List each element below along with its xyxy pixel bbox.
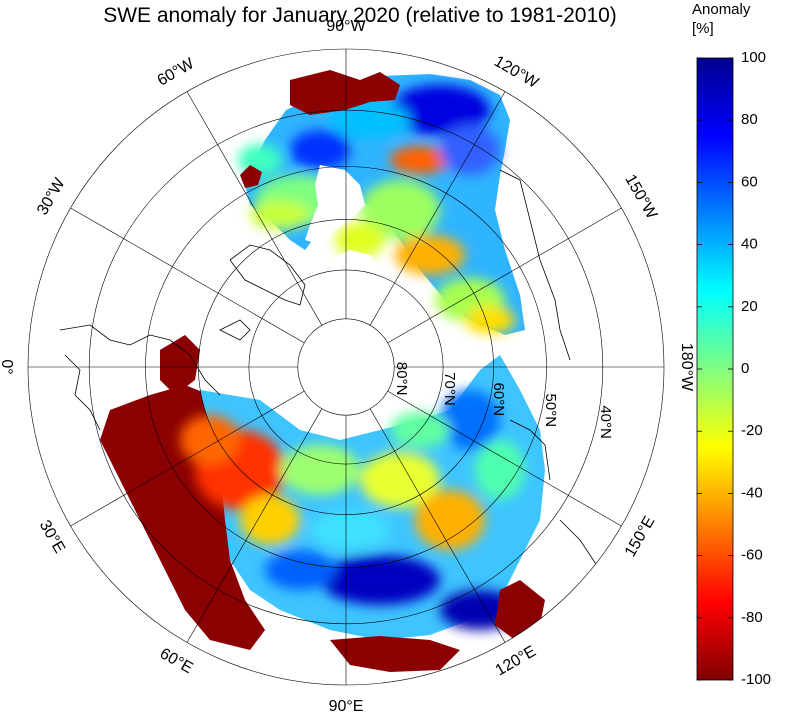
colorbar-tick-label: -40 — [741, 484, 763, 501]
longitude-label: 150°E — [622, 514, 659, 560]
colorbar-tick-label: 80 — [741, 111, 758, 128]
colorbar-tick-label: 0 — [741, 360, 749, 377]
swe-field-north-america — [238, 70, 525, 335]
colorbar-label-line2: [%] — [692, 20, 714, 37]
latitude-label: 80°N — [393, 362, 410, 396]
colorbar-tick-label: 40 — [741, 236, 758, 253]
longitude-label: 60°W — [155, 55, 198, 90]
longitude-label: 180°W — [678, 343, 695, 392]
graticule — [27, 48, 665, 686]
swe-field-eurasia — [100, 335, 545, 672]
longitude-label: 30°E — [36, 518, 68, 557]
latitude-label: 60°N — [490, 383, 507, 417]
meridian-line — [387, 390, 622, 527]
longitude-label: 30°W — [34, 175, 69, 218]
meridian-line — [70, 207, 305, 344]
ea-south-dry — [330, 636, 460, 672]
polar-map: 90°W 120°W 150°W 180°W 150°E 120°E 90°E 60°E 30°… — [0, 18, 695, 715]
meridian-line — [369, 91, 506, 326]
scandinavia-dry — [160, 335, 200, 395]
longitude-label: 0° — [0, 359, 15, 374]
longitude-label: 120°W — [491, 53, 542, 92]
colorbar-tick-label: 60 — [741, 173, 758, 190]
colorbar-tick-label: -20 — [741, 422, 763, 439]
latitude-label: 70°N — [441, 372, 458, 406]
latitude-label: 40°N — [597, 405, 614, 439]
longitude-label: 90°E — [329, 698, 364, 715]
ea-southeast-dry — [495, 580, 545, 640]
meridian-line — [186, 408, 323, 643]
na-arctic-dry — [290, 70, 400, 115]
colorbar-tick-label: 20 — [741, 298, 758, 315]
longitude-label: 120°E — [493, 643, 539, 680]
meridian-line — [369, 408, 506, 643]
coastline-outlines — [59, 169, 611, 601]
colorbar-title: Anomaly [%] — [692, 0, 750, 38]
latitude-circle — [297, 318, 395, 416]
latitude-label: 50°N — [542, 394, 559, 428]
meridian-line — [70, 390, 305, 527]
colorbar-tick-label: 100 — [741, 49, 766, 66]
longitude-label: 90°W — [326, 18, 366, 35]
longitude-label: 150°W — [621, 172, 660, 223]
greenland-nodata — [330, 250, 380, 330]
colorbar-tick-label: -100 — [741, 671, 771, 688]
colorbar-tick-label: -80 — [741, 609, 763, 626]
map-title: SWE anomaly for January 2020 (relative t… — [103, 4, 617, 27]
longitude-label: 60°E — [157, 645, 196, 677]
na-alaska-dry — [240, 165, 262, 188]
colorbar-label-line1: Anomaly — [692, 1, 751, 18]
meridian-line — [387, 207, 622, 344]
latitude-labels: 80°N 70°N 60°N 50°N 40°N — [393, 362, 614, 439]
meridian-line — [186, 91, 323, 326]
na-hudson-bay-nodata — [305, 165, 365, 245]
colorbar-tick-label: -60 — [741, 547, 763, 564]
